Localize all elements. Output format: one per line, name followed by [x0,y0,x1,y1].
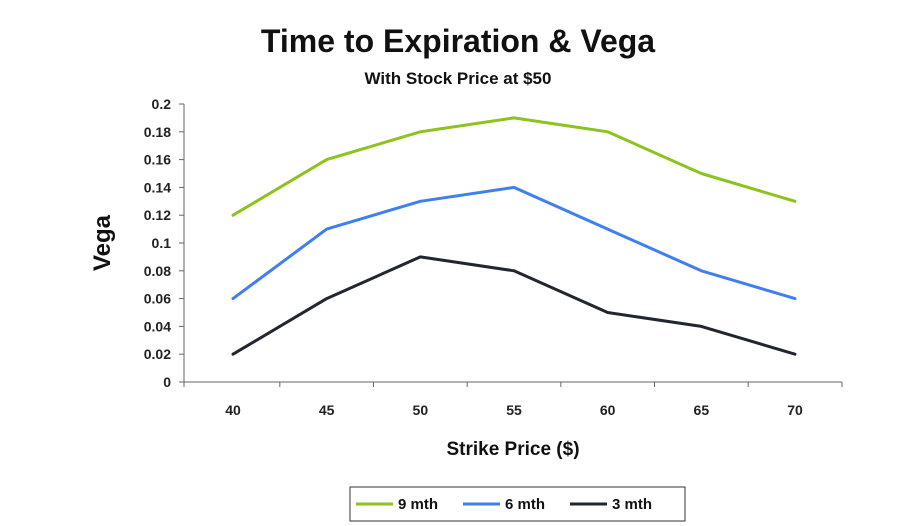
y-tick-label: 0 [163,374,171,390]
x-tick-label: 50 [413,402,429,418]
series-line-3-mth [231,255,797,356]
y-tick-label: 0.08 [144,263,171,279]
y-tick-label: 0.04 [144,318,171,334]
series-line-6-mth [231,185,797,301]
legend-label: 9 mth [398,496,438,513]
x-ticks: 40 45 50 55 60 65 70 [183,382,843,418]
chart-subtitle: With Stock Price at $50 [365,69,552,88]
y-ticks: 0 0.02 0.04 0.06 0.08 0.1 0.12 0.14 0.16 0.18 0.2 [144,96,184,390]
legend-box [349,486,686,522]
y-tick-label: 0.2 [152,96,172,112]
x-axis-title: Strike Price ($) [446,439,579,460]
legend-label: 6 mth [505,496,545,513]
x-tick-label: 60 [600,402,616,418]
x-tick-label: 45 [319,402,335,418]
y-tick-label: 0.1 [152,235,172,251]
y-tick-label: 0.16 [144,152,171,168]
series-line-9-mth [231,116,797,217]
y-tick-label: 0.14 [144,179,171,195]
y-tick-label: 0.02 [144,346,171,362]
chart-title: Time to Expiration & Vega [261,23,655,59]
x-tick-label: 70 [787,402,803,418]
y-tick-label: 0.06 [144,291,171,307]
x-tick-label: 65 [694,402,710,418]
series-layer [231,116,797,356]
x-tick-label: 40 [225,402,241,418]
y-tick-label: 0.12 [144,207,171,223]
legend: 9 mth 6 mth 3 mth [349,486,686,522]
y-axis-title: Vega [89,214,116,271]
x-tick-label: 55 [506,402,522,418]
y-tick-label: 0.18 [144,124,171,140]
legend-label: 3 mth [612,496,652,513]
